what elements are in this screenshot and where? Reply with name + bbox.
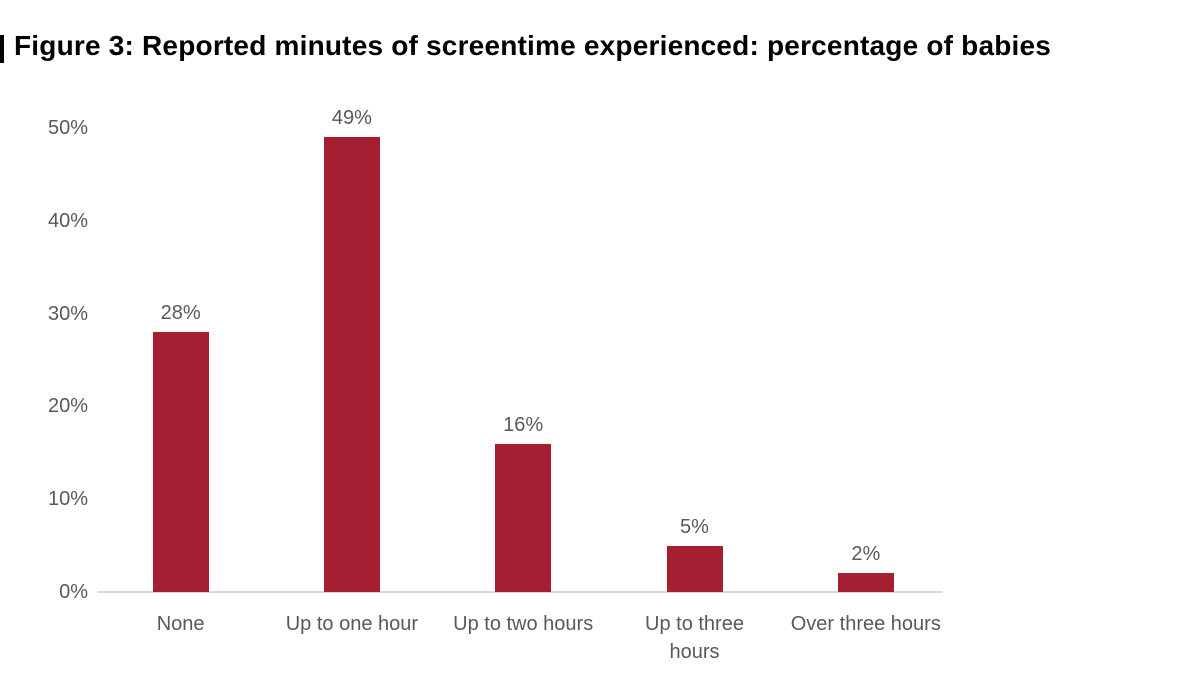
bar	[837, 573, 894, 592]
x-axis-category-label: None	[156, 613, 205, 635]
y-axis-tick-label: 20%	[47, 395, 88, 418]
x-axis-category-label: Up to one hour	[285, 613, 419, 635]
y-axis-tick-label: 30%	[47, 302, 88, 325]
x-axis-category-label: Over three hours	[790, 613, 941, 635]
bar-value-label: 49%	[331, 107, 372, 130]
bar-value-label: 16%	[503, 413, 544, 436]
bar	[323, 137, 380, 592]
x-axis-category-label: Up to three hours	[645, 613, 744, 663]
bar	[152, 332, 209, 592]
y-axis-tick-label: 10%	[47, 488, 88, 511]
clipped-text-artifact	[0, 35, 4, 63]
y-axis-tick-label: 40%	[47, 209, 88, 232]
bar	[495, 443, 552, 592]
bar	[666, 545, 723, 592]
y-axis-tick-label: 0%	[59, 581, 88, 603]
bar-value-label: 5%	[680, 515, 709, 538]
x-axis-category-label: Up to two hours	[453, 613, 594, 635]
chart-title: Figure 3: Reported minutes of screentime…	[14, 30, 1052, 61]
x-axis-line	[97, 591, 943, 593]
bar-value-label: 2%	[851, 543, 881, 566]
bar-value-label: 28%	[160, 302, 201, 325]
y-axis-tick-label: 50%	[47, 117, 88, 139]
